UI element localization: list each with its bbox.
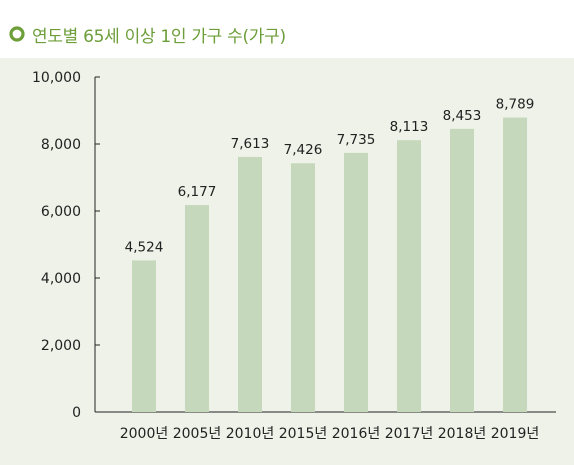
- y-tick-label: 0: [72, 405, 81, 421]
- y-tick-label: 6,000: [41, 204, 81, 220]
- data-label: 8,113: [390, 119, 429, 135]
- bar: [450, 128, 474, 412]
- data-label: 4,524: [125, 239, 164, 255]
- x-tick-label: 2010년: [226, 426, 275, 442]
- chart-panel: [0, 58, 574, 465]
- bar: [344, 152, 368, 412]
- y-tick-label: 10,000: [32, 70, 81, 86]
- data-label: 7,426: [284, 142, 323, 158]
- x-tick-label: 2019년: [491, 426, 540, 442]
- bar: [238, 156, 262, 412]
- data-label: 8,789: [496, 97, 535, 113]
- x-tick-label: 2005년: [173, 426, 222, 442]
- ring-bullet-icon: [9, 26, 25, 42]
- x-tick-label: 2018년: [438, 426, 487, 442]
- data-label: 7,735: [337, 132, 376, 148]
- bar: [291, 163, 315, 412]
- chart-title: 연도별 65세 이상 1인 가구 수(가구): [32, 27, 286, 47]
- bar: [185, 205, 209, 412]
- chart-header: 연도별 65세 이상 1인 가구 수(가구): [0, 0, 574, 58]
- data-label: 6,177: [178, 184, 217, 200]
- data-label: 7,613: [231, 136, 270, 152]
- y-tick-label: 8,000: [41, 137, 81, 153]
- x-tick-label: 2015년: [279, 426, 328, 442]
- bar: [132, 260, 156, 412]
- x-tick-label: 2016년: [332, 426, 381, 442]
- x-tick-label: 2000년: [120, 426, 169, 442]
- data-label: 8,453: [443, 108, 482, 124]
- y-tick-label: 4,000: [41, 271, 81, 287]
- y-tick-label: 2,000: [41, 338, 81, 354]
- bar: [397, 140, 421, 413]
- bar: [503, 117, 527, 413]
- x-tick-label: 2017년: [385, 426, 434, 442]
